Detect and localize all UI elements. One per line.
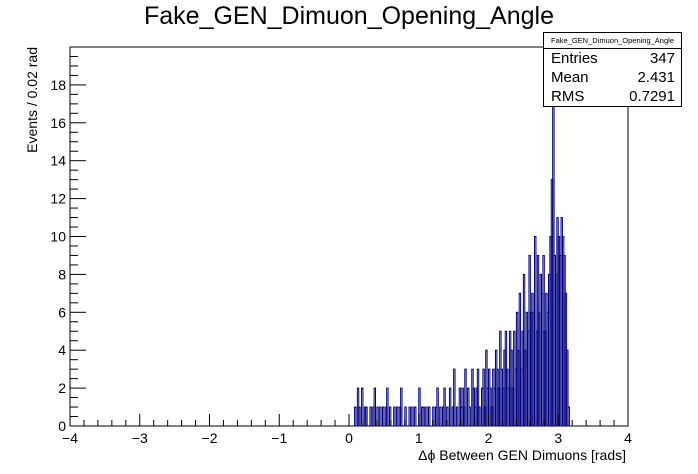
histogram-bin xyxy=(453,368,456,427)
y-tick-label: 10 xyxy=(50,229,66,245)
histogram-bin xyxy=(482,368,485,427)
y-axis-label: Events / 0.02 rad xyxy=(24,47,40,153)
histogram-bin xyxy=(436,387,439,427)
histogram-bin xyxy=(476,368,480,427)
stats-title: Fake_GEN_Dimuon_Opening_Angle xyxy=(544,33,681,49)
histogram-bin xyxy=(428,406,431,427)
histogram-bin xyxy=(379,406,382,427)
chart-title: Fake_GEN_Dimuon_Opening_Angle xyxy=(144,2,554,30)
histogram-bin xyxy=(408,406,411,427)
histogram-bin xyxy=(468,406,471,427)
histogram-bin xyxy=(518,292,522,427)
stats-row-rms: RMS 0.7291 xyxy=(544,87,681,106)
entries-value: 347 xyxy=(649,50,675,67)
x-tick-label: 3 xyxy=(554,430,562,446)
x-tick-label: −3 xyxy=(132,430,148,446)
histogram-bin xyxy=(411,406,414,427)
histogram-bin xyxy=(448,387,452,427)
histogram-bin xyxy=(388,406,392,427)
y-tick-label: 4 xyxy=(58,342,66,358)
y-tick-label: 6 xyxy=(58,304,66,320)
y-axis-ticks: 0 2 4 6 8 10 12 14 16 18 xyxy=(50,55,86,434)
x-tick-label: 0 xyxy=(345,430,353,446)
histogram-bin xyxy=(439,406,442,427)
histogram-bin xyxy=(361,387,364,427)
histogram-bin xyxy=(446,406,449,427)
histogram-bin xyxy=(369,406,372,427)
histogram-bin xyxy=(393,406,396,427)
histogram-bin xyxy=(400,387,403,427)
histogram-bin xyxy=(404,406,407,427)
y-tick-label: 18 xyxy=(50,77,66,93)
mean-value: 2.431 xyxy=(637,69,675,86)
histogram-bin xyxy=(567,406,570,427)
histogram-bin xyxy=(365,406,368,427)
y-tick-label: 8 xyxy=(58,266,66,282)
stats-box: Fake_GEN_Dimuon_Opening_Angle Entries 34… xyxy=(543,32,682,107)
histogram-bin xyxy=(566,349,569,427)
histogram-bin xyxy=(373,387,377,427)
histogram-bin xyxy=(381,406,385,427)
histogram-bin xyxy=(443,387,446,427)
histogram-bin xyxy=(358,406,361,427)
histogram-bin xyxy=(455,406,459,427)
histogram-bin xyxy=(395,406,399,427)
histogram-bin xyxy=(376,406,379,427)
y-tick-label: 12 xyxy=(50,191,66,207)
histogram-bin xyxy=(464,368,467,427)
x-tick-label: 2 xyxy=(485,430,493,446)
stats-row-mean: Mean 2.431 xyxy=(544,68,681,87)
histogram-bin xyxy=(386,387,389,427)
rms-label: RMS xyxy=(551,88,585,105)
stats-row-entries: Entries 347 xyxy=(544,49,681,68)
x-tick-label: −4 xyxy=(62,430,78,446)
x-tick-label: −2 xyxy=(202,430,218,446)
histogram-bin xyxy=(425,406,428,427)
x-axis-label: Δϕ Between GEN Dimuons [rads] xyxy=(418,447,626,463)
x-tick-label: 4 xyxy=(624,430,632,446)
mean-label: Mean xyxy=(551,69,589,86)
histogram-bin xyxy=(414,406,417,427)
histogram-bars xyxy=(354,84,570,427)
histogram-bin xyxy=(432,406,435,427)
x-axis-ticks: −4 −3 −2 −1 0 1 2 3 4 xyxy=(62,414,632,446)
histogram-bin xyxy=(418,387,421,427)
histogram-bin xyxy=(422,406,425,427)
histogram-bin xyxy=(478,406,481,427)
y-tick-label: 0 xyxy=(58,418,66,434)
y-tick-label: 16 xyxy=(50,115,66,131)
x-tick-label: −1 xyxy=(271,430,287,446)
histogram-bin xyxy=(354,406,357,427)
rms-value: 0.7291 xyxy=(629,88,675,105)
y-tick-label: 2 xyxy=(58,380,66,396)
x-tick-label: 1 xyxy=(415,430,423,446)
y-tick-label: 14 xyxy=(50,153,66,169)
entries-label: Entries xyxy=(551,50,598,67)
